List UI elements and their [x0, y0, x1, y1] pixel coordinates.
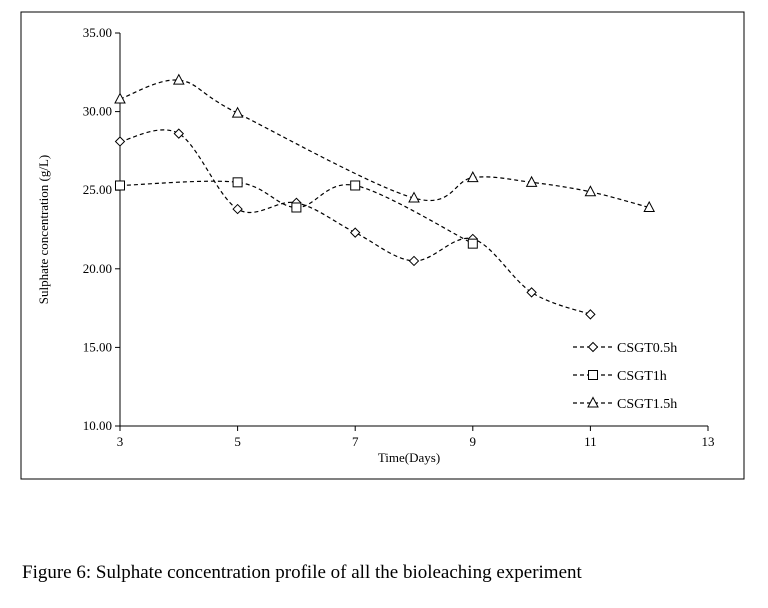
data-point — [231, 106, 244, 118]
data-point — [291, 202, 302, 213]
data-point — [349, 227, 361, 238]
data-point — [232, 177, 243, 188]
data-point — [232, 203, 243, 215]
figure-caption: Figure 6: Sulphate concentration profile… — [22, 562, 582, 583]
data-point — [350, 180, 361, 191]
series-CSGT1.5h — [114, 73, 656, 212]
data-point — [467, 238, 478, 249]
legend-label: CSGT0.5h — [617, 341, 677, 356]
x-tick-label: 5 — [234, 434, 241, 449]
legend-entry: CSGT1h — [573, 369, 667, 384]
data-point — [525, 175, 538, 187]
data-point — [114, 92, 126, 104]
series-line — [119, 79, 650, 209]
x-tick-label: 9 — [470, 434, 477, 449]
x-tick-label: 7 — [352, 434, 359, 449]
y-tick-label: 30.00 — [83, 104, 112, 119]
legend-marker — [588, 370, 598, 380]
data-point — [585, 309, 596, 320]
legend: CSGT0.5h CSGT1h CSGT1.5h — [573, 341, 677, 412]
series-CSGT1h — [115, 177, 478, 249]
x-tick-label: 13 — [702, 434, 715, 449]
data-point — [408, 255, 420, 267]
data-point — [173, 128, 185, 139]
y-tick-label: 10.00 — [83, 418, 112, 433]
y-tick-label: 15.00 — [83, 339, 112, 354]
chart: 3 5 7 9 11 13 10.00 15.00 20.00 25.00 30.00 35.00 C… — [20, 11, 745, 480]
legend-marker — [587, 396, 599, 408]
x-tick-label: 11 — [584, 434, 597, 449]
data-point — [584, 185, 597, 197]
y-tick-label: 35.00 — [83, 25, 112, 40]
legend-label: CSGT1.5h — [617, 397, 677, 412]
y-tick-label: 25.00 — [83, 182, 112, 197]
data-point — [643, 200, 656, 212]
legend-entry: CSGT0.5h — [573, 341, 677, 356]
x-tick-label: 3 — [117, 434, 124, 449]
legend-label: CSGT1h — [617, 369, 667, 384]
x-axis-label: Time(Days) — [378, 450, 440, 465]
legend-marker — [587, 341, 599, 353]
data-point — [408, 191, 420, 203]
data-point — [466, 171, 479, 183]
data-point — [526, 287, 537, 298]
y-axis-label: Sulphate concentration (g/L) — [36, 155, 51, 304]
legend-entry: CSGT1.5h — [573, 396, 677, 412]
series-layer — [114, 73, 656, 320]
data-point — [115, 180, 125, 191]
series-line — [119, 129, 591, 315]
data-point — [114, 136, 126, 147]
data-point — [172, 73, 185, 85]
y-tick-label: 20.00 — [83, 261, 112, 276]
